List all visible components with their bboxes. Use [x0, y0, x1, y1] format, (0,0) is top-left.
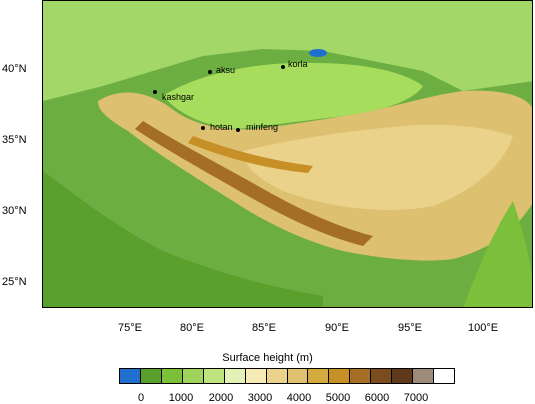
legend-tick-0: 0 [137, 392, 145, 404]
legend-swatch-6 [245, 369, 267, 383]
legend-swatch-11 [350, 369, 372, 383]
legend-swatch-9 [308, 369, 330, 383]
city-label-hotan: hotan [210, 122, 233, 132]
tarim-basin [163, 62, 423, 129]
lat-tick-25: 25°N [2, 276, 27, 288]
lat-tick-40: 40°N [2, 63, 27, 75]
city-dot-aksu [208, 70, 212, 74]
legend-swatch-12 [371, 369, 393, 383]
legend-tick-3000: 3000 [247, 392, 273, 404]
eastern-lowlands [463, 201, 532, 307]
legend-swatch-2 [161, 369, 183, 383]
lon-tick-80: 80°E [180, 322, 204, 334]
ridge-2 [188, 136, 313, 173]
city-dot-minfeng [236, 128, 240, 132]
legend-swatch-4 [203, 369, 225, 383]
city-dot-hotan [201, 126, 205, 130]
city-dot-kashgar [153, 90, 157, 94]
city-dot-korla [281, 65, 285, 69]
map-frame [42, 0, 533, 308]
city-label-aksu: aksu [216, 65, 236, 75]
lon-tick-75: 75°E [118, 322, 142, 334]
legend-swatch-13 [392, 369, 414, 383]
legend-tick-5000: 5000 [325, 392, 351, 404]
legend-swatch-5 [224, 369, 246, 383]
lon-tick-95: 95°E [398, 322, 422, 334]
city-label-minfeng: minfeng [246, 122, 279, 132]
legend-swatch-14 [413, 369, 435, 383]
lon-tick-85: 85°E [252, 322, 276, 334]
northern-uplands [43, 1, 532, 101]
lon-tick-100: 100°E [468, 322, 499, 334]
legend-tick-1000: 1000 [168, 392, 194, 404]
city-label-korla: korla [288, 59, 308, 69]
legend-tick-2000: 2000 [208, 392, 234, 404]
lat-tick-35: 35°N [2, 134, 27, 146]
lon-tick-90: 90°E [325, 322, 349, 334]
lat-tick-30: 30°N [2, 205, 27, 217]
legend-swatch-10 [329, 369, 351, 383]
southern-plains [43, 171, 323, 307]
high-ridges [135, 121, 373, 246]
legend-swatch-8 [287, 369, 309, 383]
legend-tick-7000: 7000 [403, 392, 429, 404]
city-label-kashgar: kashgar [162, 92, 195, 102]
legend-swatch-1 [140, 369, 162, 383]
terrain-map [43, 1, 532, 307]
lake [309, 49, 327, 57]
legend-colorbar [119, 368, 455, 384]
legend-tick-4000: 4000 [286, 392, 312, 404]
legend-swatch-15 [434, 369, 454, 383]
plateau-interior [243, 124, 513, 211]
legend-tick-6000: 6000 [364, 392, 390, 404]
legend-title: Surface height (m) [222, 352, 313, 364]
legend-swatch-0 [120, 369, 141, 383]
legend-swatch-3 [182, 369, 204, 383]
legend-swatch-7 [266, 369, 288, 383]
